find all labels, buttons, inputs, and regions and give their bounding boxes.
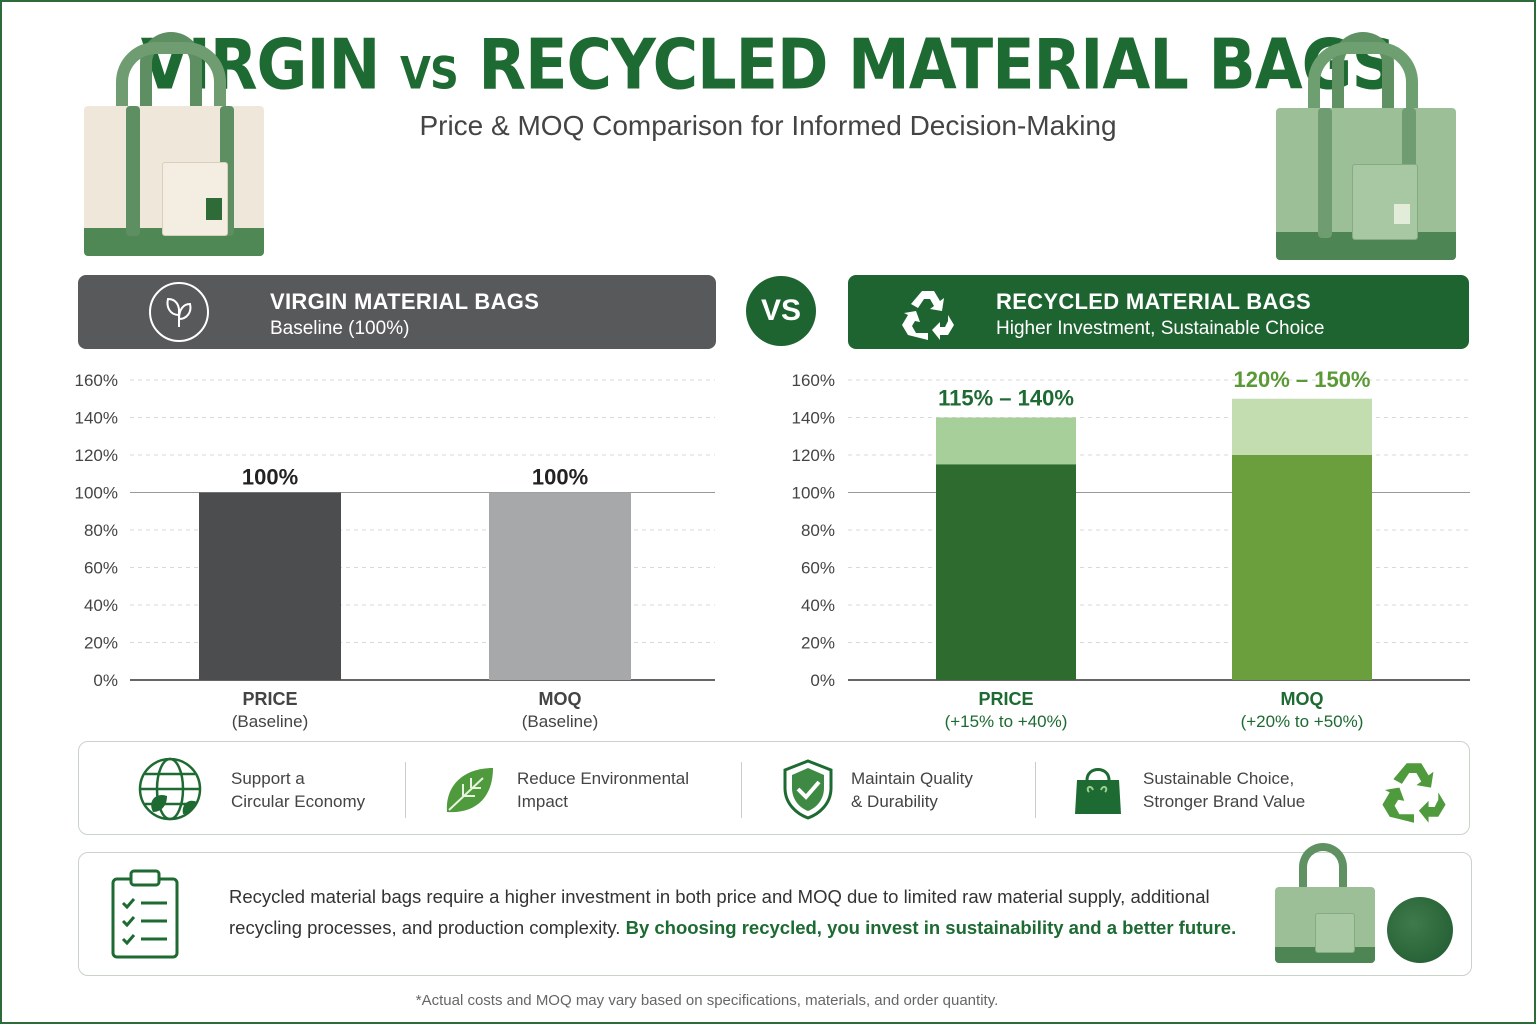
data-label: 100% — [242, 465, 298, 490]
x-category-sublabel: (+15% to +40%) — [945, 712, 1068, 731]
y-tick-label: 60% — [801, 559, 835, 578]
benefit-circular-economy: Support a Circular Economy — [135, 742, 405, 834]
x-category-label: PRICE — [242, 689, 297, 709]
title-vs: VS — [400, 48, 459, 100]
bar-base-price — [936, 464, 1076, 680]
recycled-panel-header: RECYCLED MATERIAL BAGS Higher Investment… — [848, 275, 1469, 349]
recycled-bag-thumbnail — [1269, 841, 1379, 969]
benefit-reduce-impact: Reduce Environmental Impact — [439, 742, 739, 834]
bar-range-price — [936, 417, 1076, 465]
divider — [405, 762, 406, 818]
bar-price — [199, 492, 341, 680]
data-label: 115% – 140% — [938, 386, 1074, 411]
note-text: Recycled material bags require a higher … — [229, 881, 1249, 943]
benefit-quality-durability: Maintain Quality & Durability — [779, 742, 1039, 834]
y-tick-label: 40% — [801, 596, 835, 615]
x-category-sublabel: (+20% to +50%) — [1241, 712, 1364, 731]
y-tick-label: 20% — [84, 634, 118, 653]
benefit-2-line2: Impact — [517, 792, 569, 811]
benefit-1-line1: Support a — [231, 769, 305, 788]
bar-moq — [489, 492, 631, 680]
benefit-4-line2: Stronger Brand Value — [1143, 792, 1306, 811]
virgin-panel-title: VIRGIN MATERIAL BAGS — [270, 289, 540, 314]
virgin-bag-image — [78, 28, 268, 258]
benefit-1-line2: Circular Economy — [231, 792, 366, 811]
divider — [1035, 762, 1036, 818]
recycled-fabric-swatch — [1387, 897, 1453, 963]
summary-note: Recycled material bags require a higher … — [78, 843, 1472, 976]
benefit-2-line1: Reduce Environmental — [517, 769, 689, 788]
data-label: 100% — [532, 465, 588, 490]
benefit-4-line1: Sustainable Choice, — [1143, 769, 1295, 788]
y-tick-label: 0% — [93, 671, 118, 690]
title-part2: RECYCLED MATERIAL BAGS — [478, 23, 1396, 106]
clipboard-checklist-icon — [111, 869, 179, 959]
benefit-3-line2: & Durability — [851, 792, 938, 811]
shield-check-icon — [783, 759, 833, 820]
y-tick-label: 40% — [84, 596, 118, 615]
benefits-bar: Support a Circular Economy Reduce Enviro… — [78, 741, 1470, 835]
recycled-panel-title: RECYCLED MATERIAL BAGS — [996, 289, 1312, 314]
data-label: 120% – 150% — [1234, 367, 1371, 392]
x-category-label: MOQ — [539, 689, 582, 709]
y-tick-label: 160% — [792, 371, 835, 390]
note-body: Recycled material bags require a higher … — [229, 886, 1210, 938]
y-tick-label: 140% — [75, 409, 118, 428]
bar-base-moq — [1232, 455, 1372, 680]
y-tick-label: 20% — [801, 634, 835, 653]
leaf-circle-icon — [149, 282, 209, 342]
benefit-brand-value: Sustainable Choice, Stronger Brand Value — [1069, 742, 1459, 834]
recycle-icon — [902, 291, 954, 340]
y-tick-label: 100% — [792, 484, 835, 503]
bar-range-moq — [1232, 398, 1372, 455]
page-subtitle: Price & MOQ Comparison for Informed Deci… — [419, 110, 1117, 141]
y-tick-label: 60% — [84, 559, 118, 578]
virgin-panel-subtitle: Baseline (100%) — [270, 318, 410, 339]
y-tick-label: 160% — [75, 371, 118, 390]
page-title: VIRGIN VS RECYCLED MATERIAL BAGS — [0, 24, 1536, 106]
vs-badge: VS — [746, 276, 816, 346]
recycle-icon — [1382, 763, 1446, 823]
y-tick-label: 0% — [810, 671, 835, 690]
virgin-panel-header: VIRGIN MATERIAL BAGS Baseline (100%) — [78, 275, 716, 349]
footnote: *Actual costs and MOQ may vary based on … — [415, 992, 999, 1009]
virgin-bar-chart: 0% 20% 40% 60% 80% 100% 120% 140% 160% 100% PRICE (… — [75, 371, 715, 731]
x-category-label: MOQ — [1281, 689, 1324, 709]
note-emphasis: By choosing recycled, you invest in sust… — [625, 917, 1237, 938]
globe-leaf-icon — [138, 757, 202, 821]
recycled-bag-image — [1270, 28, 1460, 264]
y-tick-label: 80% — [84, 521, 118, 540]
y-tick-label: 80% — [801, 521, 835, 540]
benefit-3-line1: Maintain Quality — [851, 769, 973, 788]
x-category-sublabel: (Baseline) — [522, 712, 599, 731]
x-category-sublabel: (Baseline) — [232, 712, 309, 731]
divider — [741, 762, 742, 818]
y-tick-label: 100% — [75, 484, 118, 503]
y-tick-label: 140% — [792, 409, 835, 428]
y-tick-label: 120% — [75, 446, 118, 465]
x-category-label: PRICE — [978, 689, 1033, 709]
shopping-bag-icon — [1075, 768, 1121, 814]
y-tick-label: 120% — [792, 446, 835, 465]
recycled-bar-chart: 0% 20% 40% 60% 80% 100% 120% 140% 160% 115% – 140… — [792, 367, 1470, 731]
recycled-panel-subtitle: Higher Investment, Sustainable Choice — [996, 318, 1325, 339]
leaf-icon — [446, 768, 493, 813]
